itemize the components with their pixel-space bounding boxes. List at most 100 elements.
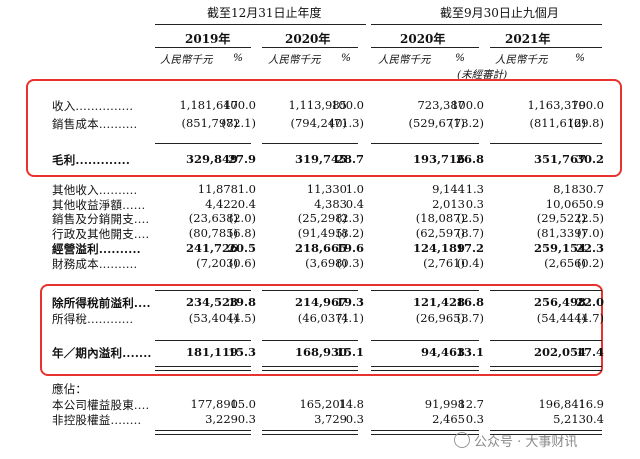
sum-rule xyxy=(371,340,479,341)
row-leader-dots: ............... xyxy=(75,99,134,113)
row-leader-dots: .......... xyxy=(98,257,138,271)
row-label-text: 銷售及分銷開支 xyxy=(52,212,134,226)
year-rule-2 xyxy=(262,47,358,48)
sum-rule xyxy=(155,340,251,341)
percent-cell: 20.5 xyxy=(227,241,256,255)
amount-cell: 196,841 xyxy=(538,397,586,411)
percent-cell: 14.8 xyxy=(338,397,364,411)
unit-header-4: 人民幣千元 xyxy=(495,54,548,66)
amount-cell: 4,422 xyxy=(205,197,238,211)
amount-cell: 1,113,985 xyxy=(288,98,347,112)
percent-cell: 27.9 xyxy=(227,152,256,166)
total-double-rule xyxy=(155,430,251,435)
percent-cell: 0.3 xyxy=(465,412,484,426)
row-leader-dots: .... xyxy=(133,398,150,412)
total-double-rule xyxy=(490,430,602,435)
percent-cell: 1.0 xyxy=(345,182,364,196)
row-label-text: 財務成本 xyxy=(52,257,99,271)
sum-rule xyxy=(490,290,602,291)
row-label-text: 收入 xyxy=(52,99,76,113)
year-rule-4 xyxy=(490,47,602,48)
row-leader-dots: ....... xyxy=(122,346,152,360)
percent-cell: (72.1) xyxy=(221,116,256,130)
amount-cell: (91,495) xyxy=(297,226,347,240)
header-group-9m: 截至9月30日止九個月 xyxy=(440,6,559,20)
percent-cell: 16.8 xyxy=(455,295,484,309)
amount-cell: (7,203) xyxy=(196,256,238,270)
watermark: 公众号 · 大事财讯 xyxy=(474,435,578,450)
amount-cell: 3,229 xyxy=(205,412,238,426)
percent-cell: (2.5) xyxy=(456,211,484,225)
sum-rule xyxy=(490,143,602,144)
percent-cell: 100.0 xyxy=(571,98,604,112)
amount-cell: (26,965) xyxy=(415,311,465,325)
amount-cell: 2,465 xyxy=(432,412,465,426)
amount-cell: 234,523 xyxy=(185,295,238,309)
amount-cell: (811,612) xyxy=(529,116,586,130)
percent-cell: (0.4) xyxy=(456,256,484,270)
amount-cell: 218,665 xyxy=(294,241,347,255)
year-header-4: 2021年 xyxy=(505,32,551,46)
pct-header-2: % xyxy=(341,52,351,64)
percent-cell: 100.0 xyxy=(223,98,256,112)
percent-cell: (7.0) xyxy=(576,226,604,240)
percent-cell: 17.2 xyxy=(455,241,484,255)
percent-cell: 15.0 xyxy=(230,397,256,411)
amount-cell: 202,054 xyxy=(533,345,586,359)
amount-cell: (81,339) xyxy=(536,226,586,240)
amount-cell: (62,597) xyxy=(415,226,465,240)
sum-rule xyxy=(371,290,479,291)
percent-cell: (4.7) xyxy=(576,311,604,325)
row-label: 其他收益淨額...... xyxy=(52,197,145,213)
sum-rule xyxy=(155,290,251,291)
percent-cell: 22.0 xyxy=(575,295,604,309)
row-leader-dots: ...... xyxy=(122,198,146,212)
row-label-text: 所得稅 xyxy=(52,312,88,326)
total-double-rule xyxy=(262,366,358,371)
year-rule-1 xyxy=(155,47,251,48)
amount-cell: (851,798) xyxy=(181,116,238,130)
percent-cell: 0.9 xyxy=(585,197,604,211)
percent-cell: 0.3 xyxy=(237,412,256,426)
row-leader-dots: ........ xyxy=(110,413,142,427)
header-group-fy: 截至12月31日止年度 xyxy=(207,6,322,20)
row-label-text: 其他收入 xyxy=(52,183,99,197)
year-header-3: 2020年 xyxy=(400,32,446,46)
percent-cell: 0.3 xyxy=(345,412,364,426)
percent-cell: 19.3 xyxy=(335,295,364,309)
percent-cell: 1.0 xyxy=(237,182,256,196)
percent-cell: 100.0 xyxy=(451,98,484,112)
percent-cell: 100.0 xyxy=(331,98,364,112)
percent-cell: (0.6) xyxy=(228,256,256,270)
percent-cell: 16.9 xyxy=(578,397,604,411)
amount-cell: 319,745 xyxy=(294,152,347,166)
row-label: 行政及其他開支.... xyxy=(52,226,149,242)
percent-cell: (0.2) xyxy=(576,256,604,270)
amount-cell: 4,383 xyxy=(314,197,347,211)
percent-cell: (8.2) xyxy=(336,226,364,240)
amount-cell: (2,761) xyxy=(423,256,465,270)
percent-cell: (4.1) xyxy=(336,311,364,325)
sum-rule xyxy=(490,340,602,341)
row-label: 非控股權益........ xyxy=(52,412,141,428)
percent-cell: 0.7 xyxy=(585,182,604,196)
amount-cell: 168,930 xyxy=(294,345,347,359)
percent-cell: 0.4 xyxy=(585,412,604,426)
amount-cell: 214,967 xyxy=(294,295,347,309)
total-double-rule xyxy=(155,366,251,371)
amount-cell: 1,163,379 xyxy=(527,98,586,112)
amount-cell: 8,183 xyxy=(553,182,586,196)
amount-cell: 256,498 xyxy=(533,295,586,309)
row-label: 除所得稅前溢利.... xyxy=(52,295,151,311)
row-label: 年／期內溢利....... xyxy=(52,345,152,361)
percent-cell: 15.3 xyxy=(227,345,256,359)
row-label: 財務成本.......... xyxy=(52,256,137,272)
row-label-text: 應佔： xyxy=(52,382,88,396)
percent-cell: 26.8 xyxy=(455,152,484,166)
row-leader-dots: .......... xyxy=(98,183,138,197)
row-leader-dots: .......... xyxy=(98,117,138,131)
percent-cell: (6.8) xyxy=(228,226,256,240)
percent-cell: 13.1 xyxy=(455,345,484,359)
sum-rule xyxy=(262,340,358,341)
row-label: 本公司權益股東.... xyxy=(52,397,149,413)
